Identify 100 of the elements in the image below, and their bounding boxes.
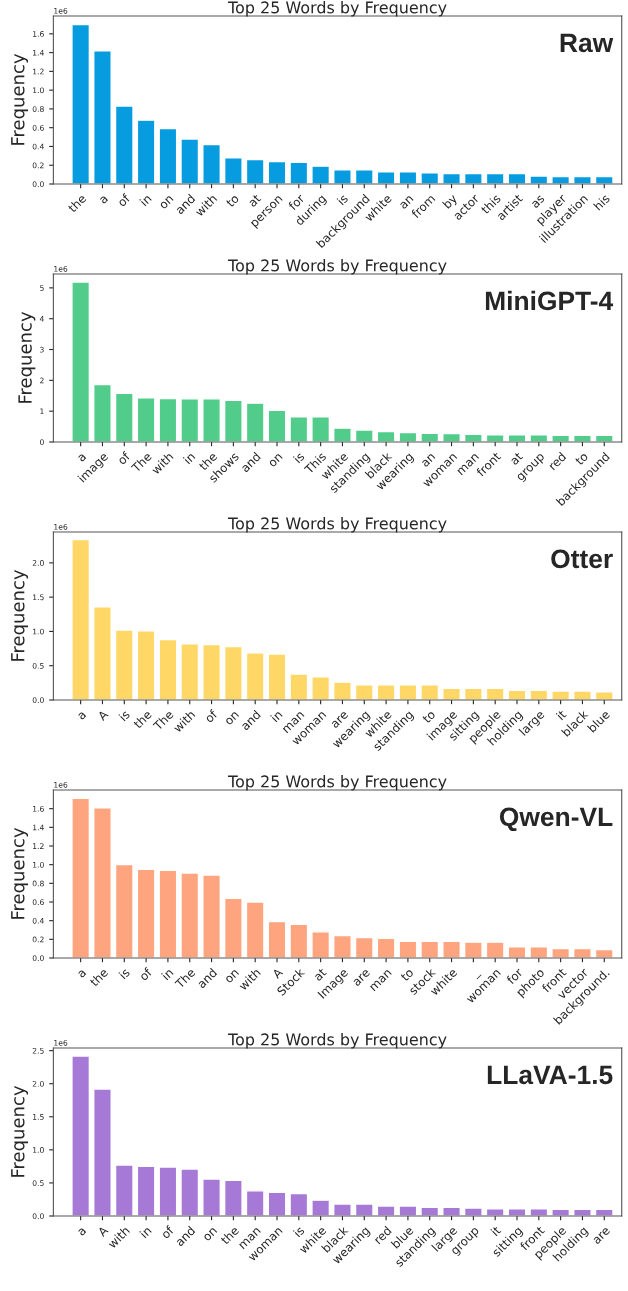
- bar: [267, 160, 287, 184]
- x-tick-label: the: [88, 967, 109, 987]
- x-tick-label: with: [172, 709, 196, 733]
- y-axis-title: Frequency: [11, 1085, 29, 1177]
- bar: [71, 23, 91, 184]
- annotation: Raw: [560, 33, 614, 53]
- bar: [289, 1192, 309, 1216]
- bar: [158, 127, 178, 184]
- bar: [551, 690, 571, 700]
- bar: [267, 920, 287, 958]
- bar: [93, 50, 112, 184]
- bar: [158, 869, 178, 958]
- bar: [485, 687, 505, 700]
- bar: [398, 940, 418, 958]
- bar: [485, 1208, 505, 1216]
- x-tick-label: of: [160, 1224, 175, 1240]
- bar: [463, 941, 483, 958]
- bar: [71, 797, 91, 958]
- bar: [398, 171, 418, 184]
- bar: [158, 638, 178, 700]
- bar: [202, 1178, 221, 1216]
- bar: [485, 434, 505, 442]
- bar: [245, 402, 265, 442]
- bar: [573, 690, 592, 700]
- bar: [93, 807, 112, 958]
- bar: [114, 863, 134, 958]
- y-axis-title: Frequency: [11, 53, 29, 145]
- annotation: LLaVA-1.5: [487, 1065, 613, 1085]
- x-tick-label: is: [118, 967, 131, 980]
- bar: [311, 1199, 331, 1216]
- bar: [267, 1191, 287, 1216]
- bar: [245, 158, 265, 184]
- bar: [442, 940, 461, 958]
- bar: [202, 643, 221, 700]
- bar: [136, 630, 156, 700]
- bar: [180, 138, 200, 184]
- bar: [180, 872, 200, 958]
- bar: [202, 143, 221, 184]
- bar: [529, 946, 549, 958]
- bar: [333, 427, 352, 442]
- x-tick-label: are: [352, 969, 371, 987]
- x-tick-label: A: [97, 1225, 109, 1238]
- bar: [442, 432, 461, 442]
- bar: [245, 651, 265, 700]
- bar: [202, 874, 221, 958]
- chart-title: Top 25 Words by Frequency: [227, 775, 447, 791]
- x-tick-label: of: [138, 966, 153, 982]
- bar: [463, 172, 483, 184]
- bar: [71, 1055, 91, 1216]
- x-tick-label: and: [239, 709, 261, 731]
- bar: [376, 937, 396, 958]
- x-tick-label: of: [116, 192, 131, 208]
- bar: [136, 868, 156, 958]
- bar: [158, 1166, 178, 1216]
- x-tick-label: is: [292, 451, 305, 464]
- x-tick-label: are: [592, 1227, 611, 1245]
- x-tick-label: of: [203, 708, 219, 724]
- x-tick-label: a: [77, 1227, 87, 1237]
- bar: [180, 1168, 200, 1216]
- annotation: MiniGPT-4: [485, 290, 614, 311]
- bar: [333, 169, 352, 184]
- bar: [485, 172, 505, 184]
- x-tick-label: and: [174, 1225, 196, 1247]
- y-axis-title: Frequency: [11, 827, 29, 919]
- x-tick-label: in: [270, 709, 283, 723]
- x-tick-label: A: [97, 709, 109, 722]
- x-tick-label: The: [152, 709, 174, 732]
- bar: [158, 397, 178, 442]
- bar: [354, 936, 374, 958]
- bar: [71, 538, 91, 700]
- x-tick-label: is: [118, 709, 131, 722]
- bar: [180, 643, 200, 700]
- bar: [136, 397, 156, 442]
- bar: [93, 383, 112, 442]
- bar: [93, 606, 112, 700]
- x-tick-label: on: [203, 1227, 218, 1242]
- bar: [333, 934, 352, 958]
- bar: [71, 281, 91, 442]
- bar: [442, 172, 461, 184]
- bar: [245, 901, 265, 958]
- bar: [354, 429, 374, 442]
- bar: [376, 1205, 396, 1216]
- bar: [529, 1208, 549, 1216]
- bar: [376, 171, 396, 184]
- bar: [398, 684, 418, 700]
- bar: [420, 940, 440, 958]
- chart-title: Top 25 Words by Frequency: [227, 259, 447, 275]
- bar: [114, 392, 134, 442]
- bar: [223, 897, 243, 958]
- bar: [223, 157, 243, 184]
- bar: [136, 1165, 156, 1216]
- x-tick-label: a: [77, 969, 87, 979]
- bar: [354, 684, 374, 700]
- chart-title: Top 25 Words by Frequency: [227, 517, 447, 533]
- x-tick-label: a: [77, 711, 87, 721]
- bar: [180, 398, 200, 442]
- bar: [114, 105, 134, 184]
- bar: [551, 947, 571, 958]
- bar: [114, 1164, 134, 1216]
- bar: [267, 409, 287, 442]
